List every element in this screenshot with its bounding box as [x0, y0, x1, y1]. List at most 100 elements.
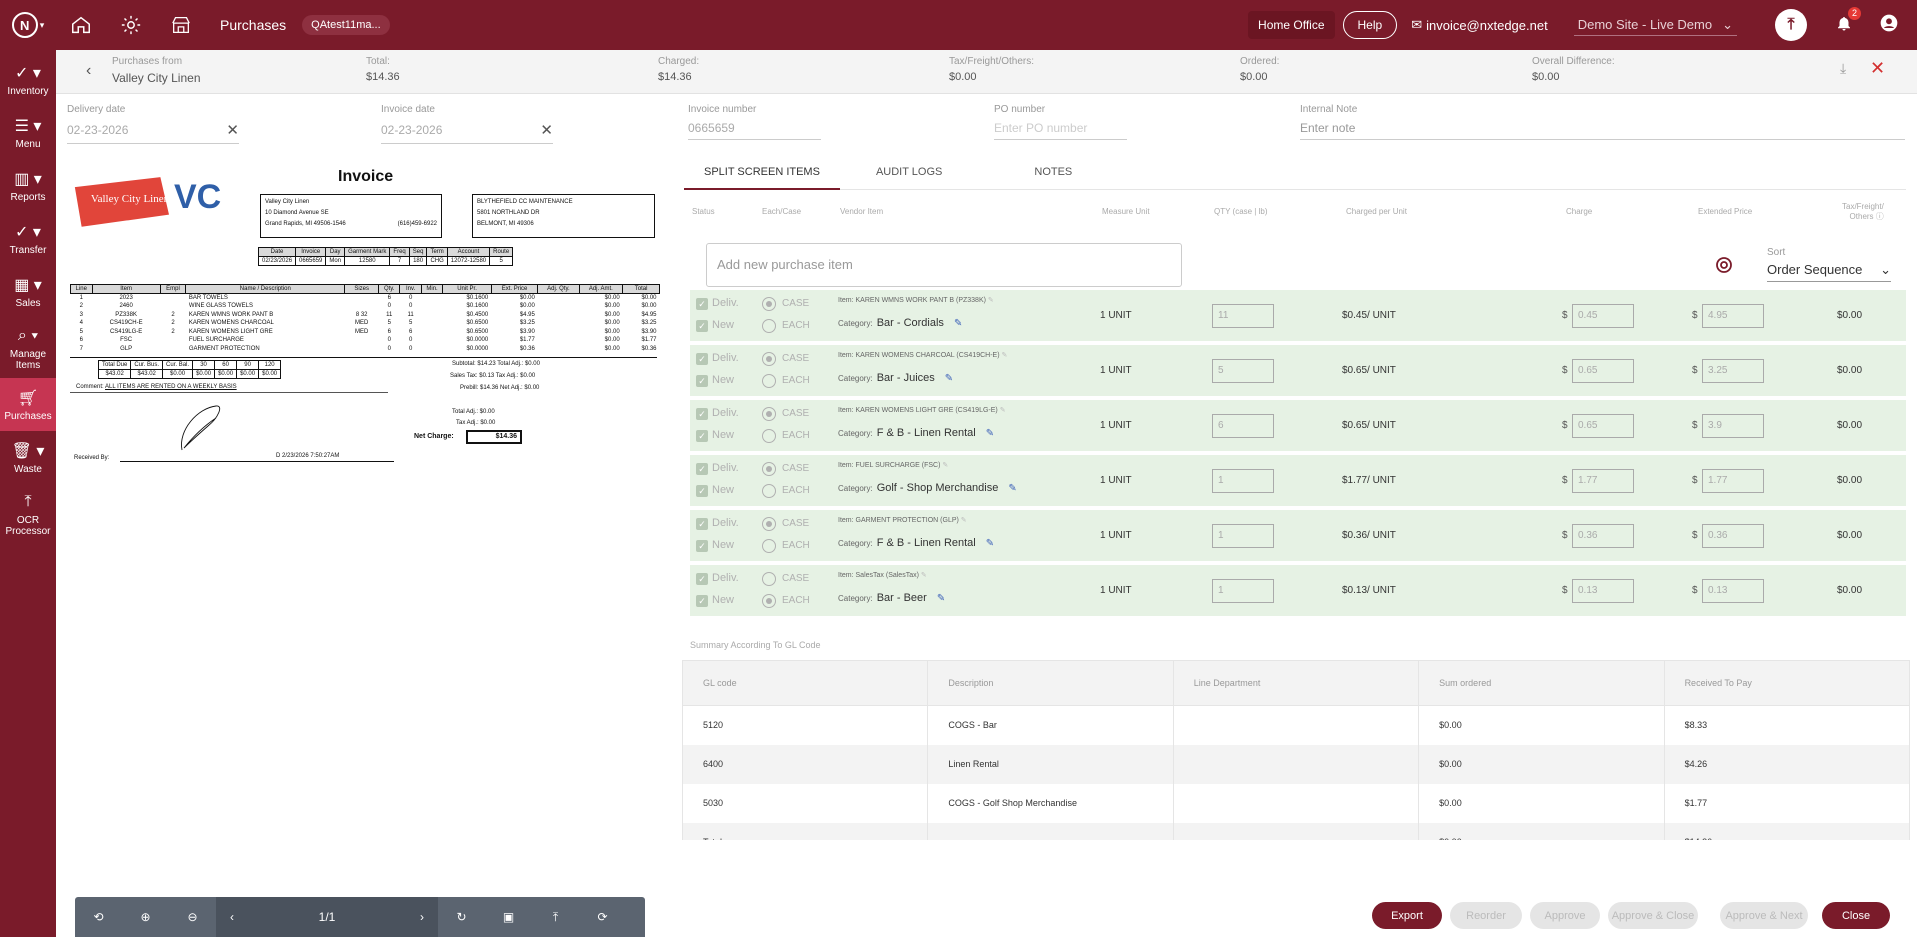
sidebar-item-sales[interactable]: ▦ ▾ Sales	[0, 265, 56, 318]
each-radio[interactable]	[762, 374, 776, 388]
help-button[interactable]: Help	[1342, 11, 1398, 39]
qty-input[interactable]: 5	[1212, 359, 1274, 383]
new-checkbox[interactable]: ✓	[696, 375, 708, 387]
new-checkbox[interactable]: ✓	[696, 595, 708, 607]
email-link[interactable]: ✉ invoice@nxtedge.net	[1411, 17, 1548, 33]
extended-price-input[interactable]: 4.95	[1702, 304, 1764, 328]
extended-price-input[interactable]: 0.36	[1702, 524, 1764, 548]
pencil-icon[interactable]: ✎	[985, 428, 995, 439]
approve-close-button[interactable]: Approve & Close	[1608, 902, 1698, 929]
charge-input[interactable]: 0.45	[1572, 304, 1634, 328]
case-radio[interactable]	[762, 572, 776, 586]
new-checkbox[interactable]: ✓	[696, 485, 708, 497]
case-radio[interactable]	[762, 352, 776, 366]
reorder-button[interactable]: Reorder	[1450, 902, 1522, 929]
sidebar-item-waste[interactable]: 🗑︎ ▾ Waste	[0, 431, 56, 484]
qty-input[interactable]: 1	[1212, 469, 1274, 493]
deliv-checkbox[interactable]: ✓	[696, 463, 708, 475]
upload-icon[interactable]: ⤒	[1775, 9, 1807, 41]
sidebar-item-transfer[interactable]: ✓ ▾ Transfer	[0, 212, 56, 265]
pencil-icon[interactable]: ✎	[944, 373, 954, 384]
export-button[interactable]: Export	[1372, 902, 1442, 929]
reset-zoom-icon[interactable]: ⟲	[93, 910, 104, 924]
case-radio[interactable]	[762, 407, 776, 421]
clear-icon[interactable]: ✕	[540, 122, 553, 139]
clear-icon[interactable]: ✕	[226, 122, 239, 139]
save-icon[interactable]: ▣	[502, 910, 515, 924]
site-select[interactable]: Demo Site - Live Demo ⌄	[1573, 15, 1737, 36]
pencil-icon[interactable]: ✎	[936, 593, 946, 604]
back-arrow-icon[interactable]: ‹	[86, 62, 92, 79]
sidebar-item-ocr-processor[interactable]: ⤒ OCR Processor	[0, 484, 56, 544]
add-purchase-item-input[interactable]: Add new purchase item	[706, 243, 1182, 287]
prev-page-icon[interactable]: ‹	[230, 910, 234, 924]
close-icon[interactable]: ✕	[1870, 58, 1886, 78]
charge-input[interactable]: 0.36	[1572, 524, 1634, 548]
charge-input[interactable]: 0.13	[1572, 579, 1634, 603]
zoom-in-icon[interactable]: ⊕	[140, 910, 151, 924]
tab-split-screen-items[interactable]: SPLIT SCREEN ITEMS	[684, 156, 840, 190]
edit-icon[interactable]: ✎	[999, 352, 1008, 359]
deliv-checkbox[interactable]: ✓	[696, 298, 708, 310]
each-radio[interactable]	[762, 429, 776, 443]
gear-icon[interactable]	[106, 0, 156, 50]
rotate-icon[interactable]: ↻	[456, 910, 467, 924]
approve-button[interactable]: Approve	[1530, 902, 1600, 929]
sidebar-item-manage-items[interactable]: ⌕ ▾ Manage Items	[0, 318, 56, 378]
each-radio[interactable]	[762, 594, 776, 608]
extended-price-input[interactable]: 3.9	[1702, 414, 1764, 438]
extended-price-input[interactable]: 1.77	[1702, 469, 1764, 493]
tab-notes[interactable]: NOTES	[1034, 166, 1073, 178]
sort-select[interactable]: Order Sequence ⌄	[1767, 262, 1891, 282]
next-page-icon[interactable]: ›	[420, 910, 424, 924]
invoice-number-field[interactable]: Invoice number 0665659	[688, 104, 821, 140]
home-office-button[interactable]: Home Office	[1248, 11, 1335, 39]
edit-icon[interactable]: ✎	[985, 297, 994, 304]
delivery-date-field[interactable]: Delivery date 02-23-2026 ✕	[67, 104, 239, 144]
sidebar-item-reports[interactable]: ▥ ▾ Reports	[0, 159, 56, 212]
target-icon[interactable]	[1714, 255, 1734, 275]
charge-input[interactable]: 1.77	[1572, 469, 1634, 493]
sidebar-item-inventory[interactable]: ✓ ▾ Inventory	[0, 53, 56, 106]
app-logo[interactable]: N ▾	[0, 0, 56, 50]
extended-price-input[interactable]: 0.13	[1702, 579, 1764, 603]
zoom-out-icon[interactable]: ⊖	[187, 910, 198, 924]
internal-note-field[interactable]: Internal Note Enter note	[1300, 104, 1905, 140]
edit-icon[interactable]: ✎	[918, 572, 927, 579]
po-number-field[interactable]: PO number Enter PO number	[994, 104, 1127, 140]
approve-next-button[interactable]: Approve & Next	[1720, 902, 1808, 929]
case-radio[interactable]	[762, 517, 776, 531]
each-radio[interactable]	[762, 484, 776, 498]
deliv-checkbox[interactable]: ✓	[696, 573, 708, 585]
pencil-icon[interactable]: ✎	[985, 538, 995, 549]
charge-input[interactable]: 0.65	[1572, 414, 1634, 438]
new-checkbox[interactable]: ✓	[696, 320, 708, 332]
upload-icon[interactable]: ⤒	[552, 909, 559, 924]
deliv-checkbox[interactable]: ✓	[696, 353, 708, 365]
invoice-date-field[interactable]: Invoice date 02-23-2026 ✕	[381, 104, 553, 144]
edit-icon[interactable]: ✎	[958, 517, 967, 524]
qty-input[interactable]: 6	[1212, 414, 1274, 438]
charge-input[interactable]: 0.65	[1572, 359, 1634, 383]
extended-price-input[interactable]: 3.25	[1702, 359, 1764, 383]
deliv-checkbox[interactable]: ✓	[696, 408, 708, 420]
store-icon[interactable]	[156, 0, 206, 50]
case-radio[interactable]	[762, 297, 776, 311]
qty-input[interactable]: 11	[1212, 304, 1274, 328]
qty-input[interactable]: 1	[1212, 579, 1274, 603]
pencil-icon[interactable]: ✎	[953, 318, 963, 329]
sidebar-item-purchases[interactable]: 🛒︎ Purchases	[0, 378, 56, 431]
new-checkbox[interactable]: ✓	[696, 540, 708, 552]
deliv-checkbox[interactable]: ✓	[696, 518, 708, 530]
new-checkbox[interactable]: ✓	[696, 430, 708, 442]
user-account-icon[interactable]	[1879, 13, 1899, 38]
each-radio[interactable]	[762, 319, 776, 333]
notification-bell[interactable]: 2	[1835, 6, 1861, 37]
download-icon[interactable]: ⤓	[1840, 60, 1847, 76]
close-button[interactable]: Close	[1822, 902, 1890, 929]
edit-icon[interactable]: ✎	[940, 462, 949, 469]
case-radio[interactable]	[762, 462, 776, 476]
user-pill[interactable]: QAtest11ma...	[302, 15, 390, 35]
sidebar-item-menu[interactable]: ☰ ▾ Menu	[0, 106, 56, 159]
qty-input[interactable]: 1	[1212, 524, 1274, 548]
